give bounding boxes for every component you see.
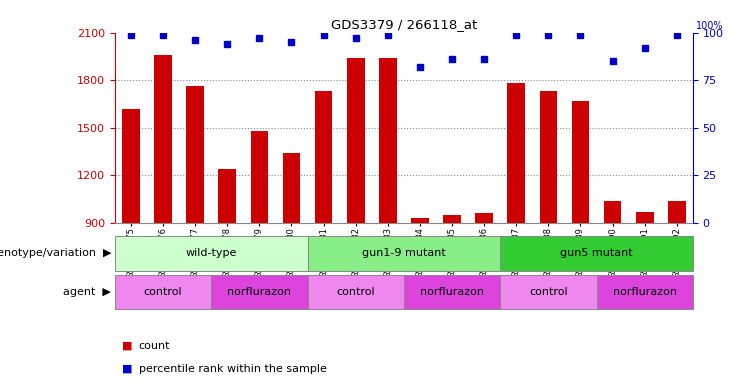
Bar <box>668 200 685 223</box>
Bar <box>308 275 404 309</box>
Bar <box>404 275 500 309</box>
Text: ■: ■ <box>122 364 133 374</box>
Bar <box>379 58 396 223</box>
Bar <box>211 275 308 309</box>
Bar <box>500 236 693 271</box>
Bar <box>508 83 525 223</box>
Text: genotype/variation  ▶: genotype/variation ▶ <box>0 248 111 258</box>
Bar <box>250 131 268 223</box>
Text: norflurazon: norflurazon <box>420 287 484 297</box>
Bar <box>219 169 236 223</box>
Bar <box>347 58 365 223</box>
Bar <box>571 101 589 223</box>
Bar <box>475 213 493 223</box>
Text: 100%: 100% <box>696 21 723 31</box>
Bar <box>115 275 211 309</box>
Bar <box>115 236 308 271</box>
Bar <box>122 109 140 223</box>
Bar <box>282 153 300 223</box>
Text: count: count <box>139 341 170 351</box>
Bar <box>308 236 500 271</box>
Title: GDS3379 / 266118_at: GDS3379 / 266118_at <box>330 18 477 31</box>
Text: gun5 mutant: gun5 mutant <box>560 248 633 258</box>
Text: ■: ■ <box>122 341 133 351</box>
Bar <box>411 218 429 223</box>
Text: control: control <box>144 287 182 297</box>
Text: control: control <box>529 287 568 297</box>
Bar <box>604 200 622 223</box>
Bar <box>315 91 333 223</box>
Text: wild-type: wild-type <box>185 248 237 258</box>
Bar <box>597 275 693 309</box>
Bar <box>500 275 597 309</box>
Text: agent  ▶: agent ▶ <box>63 287 111 297</box>
Bar <box>636 212 654 223</box>
Text: percentile rank within the sample: percentile rank within the sample <box>139 364 327 374</box>
Bar <box>186 86 204 223</box>
Text: gun1-9 mutant: gun1-9 mutant <box>362 248 446 258</box>
Bar <box>443 215 461 223</box>
Bar <box>539 91 557 223</box>
Text: control: control <box>336 287 375 297</box>
Text: norflurazon: norflurazon <box>227 287 291 297</box>
Text: norflurazon: norflurazon <box>613 287 677 297</box>
Bar <box>154 55 172 223</box>
